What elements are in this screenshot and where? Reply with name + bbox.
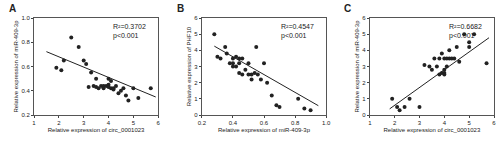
svg-text:0.8: 0.8	[21, 39, 30, 45]
svg-text:R²=0.4547p<0.001: R²=0.4547p<0.001	[281, 23, 314, 40]
svg-text:5: 5	[362, 31, 366, 37]
svg-text:R²=0.6682p<0.001: R²=0.6682p<0.001	[449, 23, 482, 40]
svg-text:2: 2	[393, 120, 397, 126]
svg-text:6: 6	[157, 120, 161, 126]
svg-text:2: 2	[57, 120, 61, 126]
svg-text:5: 5	[132, 120, 136, 126]
svg-text:Relative expression of miR-409: Relative expression of miR-409-3p	[13, 20, 19, 113]
svg-text:B: B	[177, 3, 184, 14]
svg-text:6: 6	[362, 15, 366, 21]
svg-text:2: 2	[362, 80, 366, 86]
svg-text:3: 3	[82, 120, 86, 126]
svg-text:Relative expression of circ_00: Relative expression of circ_0001023	[384, 127, 481, 133]
svg-text:0.2: 0.2	[21, 112, 30, 118]
svg-text:Relative expression of miR-409: Relative expression of miR-409-3p	[218, 127, 311, 133]
svg-text:0.2: 0.2	[198, 120, 207, 126]
svg-text:0.6: 0.6	[260, 120, 269, 126]
svg-text:3: 3	[194, 64, 198, 70]
svg-text:5: 5	[194, 31, 198, 37]
svg-text:4: 4	[362, 47, 366, 53]
svg-text:1: 1	[194, 96, 198, 102]
svg-text:1.0: 1.0	[322, 120, 331, 126]
svg-text:6: 6	[194, 15, 198, 21]
svg-text:0.4: 0.4	[21, 88, 30, 94]
svg-text:0: 0	[194, 112, 198, 118]
svg-text:4: 4	[194, 47, 198, 53]
svg-text:1: 1	[368, 120, 372, 126]
svg-text:A: A	[9, 3, 16, 14]
svg-text:0.4: 0.4	[229, 120, 238, 126]
svg-text:2: 2	[194, 80, 198, 86]
svg-text:Relative expression of circ_00: Relative expression of circ_0001023	[48, 127, 145, 133]
svg-text:C: C	[344, 3, 351, 14]
svg-text:0.8: 0.8	[291, 120, 300, 126]
svg-text:1: 1	[362, 96, 366, 102]
svg-text:1: 1	[32, 120, 36, 126]
svg-text:6: 6	[492, 120, 496, 126]
svg-text:4: 4	[107, 120, 111, 126]
svg-text:4: 4	[443, 120, 447, 126]
svg-text:0.6: 0.6	[21, 64, 30, 70]
svg-text:3: 3	[362, 64, 366, 70]
svg-text:5: 5	[467, 120, 471, 126]
svg-text:0: 0	[362, 112, 366, 118]
svg-text:1.0: 1.0	[21, 15, 30, 21]
svg-text:Relative expression of PHF10: Relative expression of PHF10	[186, 26, 192, 106]
svg-text:Relative expression of miR-409: Relative expression of miR-409-3p	[354, 20, 360, 113]
svg-text:R²=0.3702p<0.001: R²=0.3702p<0.001	[113, 23, 146, 40]
svg-text:3: 3	[418, 120, 422, 126]
